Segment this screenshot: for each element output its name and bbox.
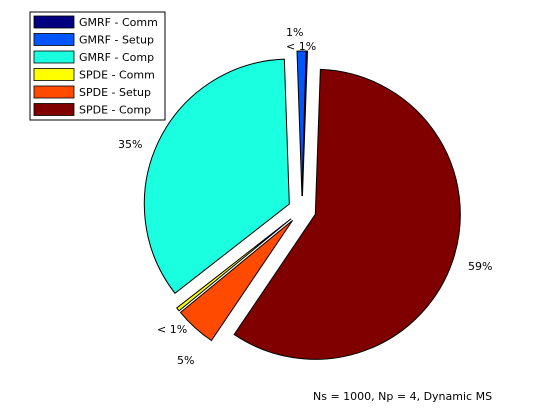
legend-label: GMRF - Setup (79, 34, 154, 47)
legend-swatch (33, 68, 75, 81)
slice-label: 5% (177, 354, 194, 367)
chart-annotation: Ns = 1000, Np = 4, Dynamic MS (313, 390, 492, 403)
legend-swatch (33, 85, 75, 99)
legend-swatch (33, 103, 75, 116)
slice-label: 59% (468, 260, 492, 273)
legend-swatch (33, 15, 75, 29)
legend-label: GMRF - Comp (79, 51, 154, 64)
slice-gmrf-setup (296, 50, 307, 197)
legend-label: GMRF - Comm (79, 16, 158, 29)
slice-spde-comp (233, 68, 461, 360)
legend-label: SPDE - Comm (79, 69, 155, 82)
legend-box (29, 11, 166, 121)
pie-slices (143, 50, 461, 360)
slice-labels: 1% 35% < 1% 5% 59% < 1% (118, 26, 492, 367)
slice-label: 1% (286, 26, 303, 39)
slice-label: < 1% (286, 40, 316, 53)
slice-label: < 1% (157, 323, 187, 336)
slice-spde-setup (179, 219, 293, 342)
legend-swatch (33, 50, 75, 64)
legend-swatch (33, 33, 75, 46)
legend: GMRF - Comm GMRF - Setup GMRF - Comp SPDE -… (29, 11, 166, 121)
slice-gmrf-comp (143, 58, 290, 294)
legend-items: GMRF - Comm GMRF - Setup GMRF - Comp SPDE -… (33, 15, 158, 117)
slice-spde-comm (176, 218, 292, 312)
legend-label: SPDE - Setup (79, 86, 151, 99)
slice-label: 35% (118, 138, 142, 151)
legend-label: SPDE - Comp (79, 104, 151, 117)
